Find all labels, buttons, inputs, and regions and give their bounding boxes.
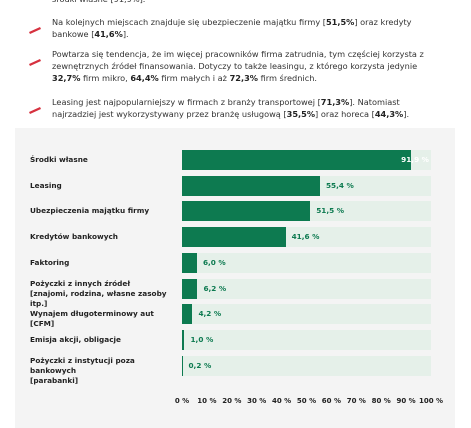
category-line: Leasing (30, 181, 180, 191)
bullet-text: Na kolejnych miejscach znajduje się ubez… (52, 16, 444, 40)
text-run: firm mikro, (80, 73, 130, 83)
bar-track (182, 356, 431, 376)
bar (182, 201, 310, 221)
text-run: Leasing jest najpopularniejszy w firmach… (52, 97, 321, 107)
value-label: 41,6 % (292, 232, 320, 241)
category-label: Ubezpieczenia majątku firmy (30, 206, 180, 216)
x-tick-label: 50 % (297, 397, 316, 405)
marker (28, 58, 42, 66)
bullet-text: Leasing jest najpopularniejszy w firmach… (52, 96, 444, 120)
x-tick-label: 80 % (372, 397, 391, 405)
text-run: ]. (123, 29, 129, 39)
bar (182, 150, 411, 170)
text-run: środki własne [91,9%]. (52, 0, 145, 4)
text-run: 72,3% (230, 73, 258, 83)
x-tick-label: 90 % (396, 397, 415, 405)
category-line: Faktoring (30, 258, 180, 268)
category-line: Kredytów bankowych (30, 232, 180, 242)
text-run: 44,3% (375, 109, 403, 119)
bar (182, 279, 197, 299)
x-tick-label: 10 % (197, 397, 216, 405)
category-label: Leasing (30, 181, 180, 191)
category-label: Środki własne (30, 155, 180, 165)
bullet-text: Powtarza się tendencja, że im więcej pra… (52, 48, 444, 84)
value-label: 91,9 % (401, 155, 429, 164)
value-label: 51,5 % (316, 206, 344, 215)
x-tick-label: 60 % (322, 397, 341, 405)
category-line: Pożyczki z innych źródeł (30, 279, 180, 289)
value-label: 55,4 % (326, 181, 354, 190)
category-label: Pożyczki z instytucji poza bankowych[par… (30, 356, 180, 386)
category-label: Kredytów bankowych (30, 232, 180, 242)
text-run: 51,5% (326, 17, 354, 27)
text-run: 32,7% (52, 73, 80, 83)
bar-track (182, 330, 431, 350)
text-run: Powtarza się tendencja, że im więcej pra… (52, 49, 424, 71)
value-label: 0,2 % (188, 361, 211, 370)
category-line: [znajomi, rodzina, własne zasoby itp.] (30, 289, 180, 309)
x-tick-label: 20 % (222, 397, 241, 405)
category-label: Emisja akcji, obligacje (30, 335, 180, 345)
marker (28, 106, 42, 114)
marker (28, 26, 42, 34)
bar (182, 253, 197, 273)
category-line: Pożyczki z instytucji poza bankowych (30, 356, 180, 376)
value-label: 1,0 % (190, 335, 213, 344)
category-label: Faktoring (30, 258, 180, 268)
bullet-icon (28, 19, 42, 26)
bar (182, 304, 192, 324)
text-run: firm średnich. (258, 73, 317, 83)
text-run: ]. (403, 109, 409, 119)
category-line: Ubezpieczenia majątku firmy (30, 206, 180, 216)
text-run: 64,4% (130, 73, 158, 83)
text-run: 41,6% (94, 29, 122, 39)
category-line: Środki własne (30, 155, 180, 165)
text-run: Na kolejnych miejscach znajduje się ubez… (52, 17, 326, 27)
text-run: firm małych i aż (159, 73, 230, 83)
x-tick-label: 30 % (247, 397, 266, 405)
bullet-icon (28, 99, 42, 106)
value-label: 6,2 % (203, 284, 226, 293)
text-run: ] oraz horeca [ (315, 109, 375, 119)
bullet-icon (28, 51, 42, 58)
x-tick-label: 0 % (175, 397, 189, 405)
value-label: 4,2 % (198, 309, 221, 318)
x-tick-label: 40 % (272, 397, 291, 405)
bar (182, 330, 184, 350)
bar (182, 227, 286, 247)
text-run: 35,5% (287, 109, 315, 119)
category-label: Wynajem długoterminowy aut [CFM] (30, 309, 180, 329)
x-tick-label: 100 % (419, 397, 443, 405)
x-tick-label: 70 % (347, 397, 366, 405)
category-line: Emisja akcji, obligacje (30, 335, 180, 345)
category-line: [parabanki] (30, 376, 180, 386)
bar (182, 176, 320, 196)
intro-text: środki własne [91,9%]. (52, 0, 444, 5)
category-label: Pożyczki z innych źródeł[znajomi, rodzin… (30, 279, 180, 309)
value-label: 6,0 % (203, 258, 226, 267)
text-run: 71,3% (321, 97, 349, 107)
category-line: Wynajem długoterminowy aut [CFM] (30, 309, 180, 329)
